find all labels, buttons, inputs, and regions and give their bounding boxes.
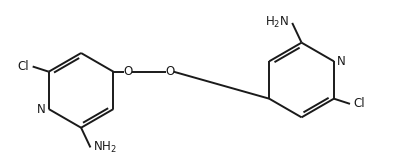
Text: O: O — [165, 65, 174, 78]
Text: NH$_2$: NH$_2$ — [93, 140, 117, 155]
Text: O: O — [123, 65, 132, 78]
Text: N: N — [37, 103, 45, 116]
Text: Cl: Cl — [353, 97, 364, 110]
Text: H$_2$N: H$_2$N — [265, 15, 289, 31]
Text: N: N — [336, 55, 345, 68]
Text: Cl: Cl — [17, 60, 29, 73]
